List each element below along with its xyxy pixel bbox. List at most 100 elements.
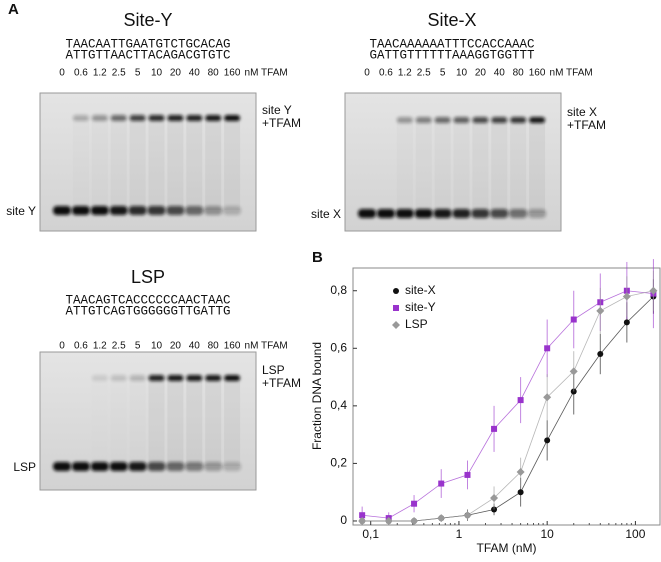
free-band <box>528 209 547 218</box>
sequence: ATTGTTAACTTACAGACGTGTC <box>65 48 230 62</box>
lane-label: 2.5 <box>417 68 431 79</box>
lane-label: 40 <box>189 341 201 352</box>
y-tick-label: 0,6 <box>330 340 347 354</box>
smear <box>472 120 489 213</box>
free-band <box>509 209 528 218</box>
free-band <box>433 209 452 218</box>
point <box>570 316 577 323</box>
point <box>516 468 525 477</box>
lane-label: 10 <box>151 341 163 352</box>
free-band <box>109 462 128 471</box>
x-tick-label: 100 <box>625 527 645 541</box>
point <box>544 345 551 352</box>
smear <box>148 118 165 210</box>
smear <box>129 118 146 210</box>
sequence: ATTGTCAGTGGGGGGTTGATTG <box>65 304 230 318</box>
sequence: GATTGTTTTTTAAAGGTGGTTT <box>369 48 535 62</box>
free-label: site X <box>311 207 341 221</box>
lane-label: 40 <box>494 68 506 79</box>
complex-band <box>529 117 546 123</box>
free-band <box>53 462 71 471</box>
lane-label: 2.5 <box>112 341 126 352</box>
point <box>544 437 551 444</box>
smear <box>205 118 222 210</box>
lane-label: 1.2 <box>93 341 107 352</box>
point <box>622 292 631 301</box>
smear <box>130 378 146 466</box>
smear <box>510 120 527 213</box>
sequence: TAACAAAAAATTTCCACCAAAC <box>369 37 534 51</box>
free-band <box>166 206 185 215</box>
lane-label: 80 <box>513 68 525 79</box>
lane-label: 1.2 <box>93 68 107 79</box>
free-band <box>147 206 166 215</box>
point <box>411 500 418 507</box>
point <box>569 367 578 376</box>
complex-band <box>186 115 203 121</box>
y-axis-label: Fraction DNA bound <box>310 342 324 450</box>
complex-band <box>110 115 127 121</box>
smear <box>186 378 203 466</box>
lane-label: 5 <box>135 341 141 352</box>
free-band <box>204 206 223 215</box>
smear <box>529 120 546 213</box>
lane-label: 0 <box>59 341 65 352</box>
complex-band <box>491 117 508 123</box>
point <box>437 514 446 523</box>
complex-label: +TFAM <box>262 116 301 130</box>
free-band <box>490 209 509 218</box>
free-band <box>71 206 90 215</box>
smear <box>224 118 241 210</box>
complex-band <box>224 375 241 381</box>
point <box>597 351 604 358</box>
point <box>438 480 445 487</box>
point <box>392 321 400 329</box>
lane-label: 20 <box>170 341 182 352</box>
complex-band <box>453 117 470 123</box>
complex-band <box>224 115 241 121</box>
point <box>393 305 399 311</box>
complex-band <box>167 375 184 381</box>
lane-label: 10 <box>456 68 468 79</box>
x-axis-label: TFAM (nM) <box>477 541 537 555</box>
lane-label: 0 <box>364 68 370 79</box>
point <box>410 516 419 525</box>
sequence: TAACAGTCACCCCCCAACTAAC <box>65 293 230 307</box>
x-tick-label: 10 <box>540 527 554 541</box>
smear <box>167 378 184 466</box>
legend-label: LSP <box>405 317 428 331</box>
smear <box>92 378 108 466</box>
smear <box>91 118 108 210</box>
smear <box>186 118 203 210</box>
point <box>623 319 630 326</box>
free-band <box>71 462 90 471</box>
free-band <box>128 462 147 471</box>
complex-label: +TFAM <box>567 118 606 132</box>
gel-title: Site-X <box>427 10 476 30</box>
complex-band <box>510 117 527 123</box>
point <box>543 393 552 402</box>
smear <box>110 118 127 210</box>
smear <box>224 378 241 466</box>
lane-label: 80 <box>208 68 220 79</box>
lane-label: 1.2 <box>398 68 412 79</box>
complex-band <box>110 375 127 381</box>
complex-label: site Y <box>262 103 292 117</box>
complex-band <box>91 115 108 121</box>
smear <box>396 120 413 213</box>
free-band <box>204 462 223 471</box>
free-band <box>223 206 242 215</box>
point <box>358 516 367 525</box>
complex-band <box>205 115 222 121</box>
free-band <box>90 206 109 215</box>
fit-line <box>362 290 654 519</box>
sequence: TAACAATTGAATGTCTGCACAG <box>65 37 230 51</box>
complex-band <box>167 115 184 121</box>
free-band <box>147 462 166 471</box>
unit-label: nM TFAM <box>245 68 288 79</box>
free-band <box>223 462 242 471</box>
panel-label: A <box>8 1 19 18</box>
complex-band <box>148 115 165 121</box>
complex-band <box>129 115 146 121</box>
legend-label: site-X <box>405 283 436 297</box>
